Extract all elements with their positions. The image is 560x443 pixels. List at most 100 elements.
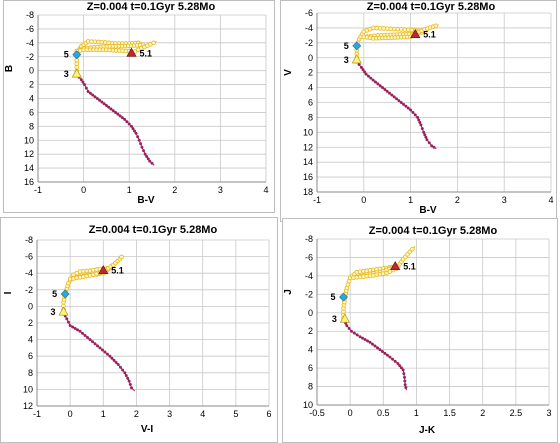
y-tick-label: 2: [308, 68, 313, 78]
data-point: [385, 89, 389, 93]
chart-title: Z=0.004 t=0.1Gyr 5.28Mo: [87, 1, 216, 13]
marker-label: 5: [52, 289, 57, 299]
series-line: [343, 318, 407, 391]
data-point: [371, 78, 375, 82]
data-point: [373, 80, 377, 84]
data-point: [388, 91, 392, 95]
x-tick-label: 0: [81, 185, 86, 195]
y-tick-label: 8: [308, 382, 313, 392]
data-point: [126, 376, 130, 380]
x-tick-label: 4: [548, 195, 553, 205]
y-tick-label: -8: [25, 235, 33, 245]
data-point: [68, 323, 72, 327]
series-0: [342, 316, 408, 391]
data-point: [140, 145, 144, 149]
y-tick-label: 8: [28, 368, 33, 378]
data-point: [375, 346, 379, 350]
data-point: [430, 144, 434, 148]
y-tick-label: -6: [25, 252, 33, 262]
data-point: [392, 95, 396, 99]
x-axis-label: J-K: [419, 425, 436, 436]
data-point: [88, 91, 92, 95]
data-point: [142, 149, 146, 153]
data-point: [363, 70, 367, 74]
y-tick-label: 4: [308, 83, 313, 93]
x-tick-label: 3: [546, 408, 551, 418]
data-point: [361, 336, 365, 340]
series-1: [341, 246, 416, 321]
x-tick-label: 3: [167, 409, 172, 419]
x-tick-label: 1: [414, 408, 419, 418]
x-tick-label: 0: [68, 409, 73, 419]
data-point: [127, 379, 131, 383]
data-point: [398, 364, 402, 368]
y-tick-label: 4: [308, 345, 313, 355]
data-point: [65, 317, 69, 321]
x-tick-label: 2: [134, 409, 139, 419]
data-point: [433, 23, 439, 29]
data-point: [406, 106, 410, 110]
data-point: [91, 93, 95, 97]
y-tick-label: 16: [24, 177, 34, 187]
data-point: [129, 124, 133, 128]
data-point: [102, 102, 106, 106]
marker-label: 5: [64, 50, 69, 60]
data-point: [403, 379, 407, 383]
y-tick-label: 6: [308, 363, 313, 373]
data-point: [383, 87, 387, 91]
data-point: [124, 374, 128, 378]
data-point: [86, 90, 90, 94]
data-point: [100, 348, 104, 352]
cmd-panel-b-vs-bv: -1 0 1 2 3 4 -8 -6 -4 -2 0 2 4 6 8 10 12 14 16 Z=0.004 t=0.…: [3, 0, 275, 213]
y-tick-label: -6: [305, 252, 313, 262]
x-tick-label: 0: [361, 195, 366, 205]
series-0: [62, 311, 136, 392]
y-axis-label: I: [3, 291, 14, 294]
data-point: [78, 329, 82, 333]
y-tick-label: 0: [28, 301, 33, 311]
data-point: [396, 361, 400, 365]
grid: [316, 12, 552, 193]
marker-label: 5.1: [423, 30, 436, 40]
y-tick-label: -2: [305, 289, 313, 299]
y-tick-label: 4: [29, 94, 34, 104]
marker-label: 5.1: [403, 262, 416, 272]
grid: [316, 238, 550, 406]
data-point: [93, 95, 97, 99]
marker-diamond: [72, 50, 82, 60]
data-point: [111, 109, 115, 113]
data-point: [359, 65, 363, 69]
series-line: [63, 312, 136, 392]
y-tick-label: -8: [305, 234, 313, 244]
x-tick-label: 2: [172, 185, 177, 195]
data-point: [134, 131, 138, 135]
data-point: [402, 375, 406, 379]
x-tick-label: -0.5: [309, 408, 325, 418]
data-point: [413, 113, 417, 117]
marker-label: 3: [64, 69, 69, 79]
data-point: [371, 342, 375, 346]
y-tick-label: 12: [23, 401, 33, 411]
data-point: [88, 338, 92, 342]
data-point: [131, 127, 135, 131]
data-point: [409, 108, 413, 112]
data-point: [393, 359, 397, 363]
x-tick-label: 1: [127, 185, 132, 195]
y-tick-label: 0: [308, 308, 313, 318]
data-point: [83, 333, 87, 337]
data-point: [402, 372, 406, 376]
marker-diamond: [352, 41, 362, 51]
y-tick-label: 18: [303, 187, 313, 197]
y-tick-label: 4: [28, 335, 33, 345]
data-point: [352, 331, 356, 335]
data-point: [150, 161, 154, 165]
y-tick-label: -2: [25, 285, 33, 295]
data-point: [420, 127, 424, 131]
x-axis-label: B-V: [419, 205, 437, 216]
y-tick-label: 14: [24, 163, 34, 173]
y-tick-label: 10: [23, 384, 33, 394]
data-point: [107, 105, 111, 109]
y-tick-label: 6: [28, 351, 33, 361]
x-tick-label: -1: [33, 409, 41, 419]
